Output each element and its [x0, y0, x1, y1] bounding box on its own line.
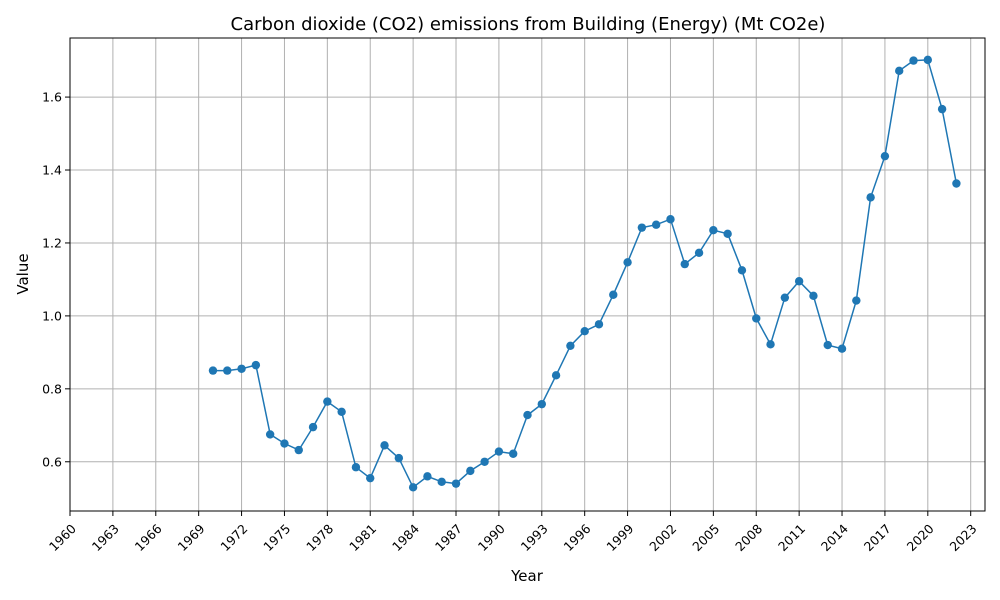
- data-point: [337, 407, 346, 417]
- data-point: [223, 366, 232, 375]
- data-point: [566, 341, 575, 350]
- y-tick-label: 1.2: [42, 235, 62, 250]
- data-point: [594, 320, 604, 329]
- data-point: [380, 441, 389, 450]
- data-point: [237, 364, 246, 373]
- data-point: [208, 366, 218, 375]
- data-point: [523, 410, 532, 420]
- data-point: [895, 66, 904, 76]
- data-point: [308, 422, 318, 432]
- x-axis-label: Year: [510, 567, 544, 585]
- data-points: [208, 55, 961, 492]
- x-tick-label: 2020: [904, 521, 937, 554]
- data-point: [623, 258, 632, 267]
- x-axis-ticks: 1960 1963 1966 1969 1972 1975 1978 1981 1984 1987…: [46, 511, 980, 554]
- x-tick-label: 1984: [389, 521, 422, 554]
- chart-title: Carbon dioxide (CO2) emissions from Buil…: [231, 14, 826, 35]
- data-point: [394, 453, 404, 463]
- y-axis-label: Value: [14, 253, 32, 294]
- y-tick-label: 1.4: [42, 163, 62, 178]
- data-point: [752, 314, 761, 323]
- x-tick-label: 2005: [689, 521, 722, 554]
- x-tick-label: 2014: [818, 521, 851, 554]
- data-point: [737, 266, 747, 275]
- data-point: [651, 220, 661, 229]
- data-point: [823, 340, 832, 350]
- data-point: [937, 104, 947, 114]
- x-tick-label: 1996: [561, 521, 594, 554]
- data-point: [809, 291, 818, 301]
- x-tick-label: 1960: [46, 521, 79, 554]
- data-point: [866, 193, 875, 202]
- data-point: [666, 215, 675, 224]
- data-point: [723, 229, 732, 239]
- data-point: [537, 399, 546, 409]
- data-point: [509, 449, 518, 458]
- y-tick-label: 0.6: [42, 454, 62, 469]
- y-tick-label: 1.0: [42, 308, 62, 323]
- plot-frame: [69, 37, 986, 512]
- data-point: [852, 296, 861, 305]
- data-point: [680, 259, 689, 269]
- data-point: [494, 447, 504, 456]
- x-tick-label: 1993: [518, 521, 551, 554]
- x-tick-label: 1969: [175, 521, 208, 554]
- grid: [69, 38, 985, 511]
- data-point: [880, 151, 890, 161]
- data-point: [423, 472, 432, 481]
- x-tick-label: 1978: [303, 521, 336, 554]
- x-tick-label: 2002: [646, 521, 679, 554]
- x-tick-label: 1966: [132, 521, 165, 554]
- data-point: [837, 344, 847, 353]
- data-point: [551, 371, 561, 380]
- data-point: [323, 397, 332, 406]
- y-axis-ticks: 0.6 0.8 1.0 1.2 1.4 1.6: [42, 90, 70, 469]
- data-point: [909, 56, 918, 65]
- data-point: [366, 473, 375, 483]
- data-point: [794, 277, 804, 286]
- x-tick-label: 1981: [346, 521, 379, 554]
- y-tick-label: 1.6: [42, 90, 62, 105]
- y-tick-label: 0.8: [42, 381, 62, 396]
- x-tick-label: 2017: [861, 521, 894, 554]
- data-point: [694, 248, 704, 258]
- data-point: [280, 439, 289, 448]
- data-point: [351, 463, 361, 472]
- data-point: [637, 223, 647, 232]
- x-tick-label: 2011: [775, 521, 808, 554]
- data-point: [480, 457, 489, 466]
- x-tick-label: 1987: [432, 521, 465, 554]
- x-tick-label: 1999: [603, 521, 636, 554]
- x-tick-label: 1975: [260, 521, 293, 554]
- data-point: [408, 483, 418, 492]
- data-point: [709, 225, 718, 235]
- data-point: [609, 290, 618, 299]
- data-point: [952, 179, 961, 188]
- data-point: [780, 293, 790, 302]
- x-tick-label: 2008: [732, 521, 765, 554]
- data-point: [466, 466, 475, 476]
- data-point: [766, 340, 775, 349]
- data-point: [923, 55, 933, 65]
- x-tick-label: 2023: [947, 521, 980, 554]
- x-tick-label: 1972: [217, 521, 250, 554]
- x-tick-label: 1963: [89, 521, 122, 554]
- x-tick-label: 1990: [475, 521, 508, 554]
- data-point: [265, 430, 275, 439]
- data-point: [294, 445, 303, 455]
- data-point: [437, 477, 446, 487]
- data-point: [580, 327, 589, 336]
- data-point: [451, 479, 461, 488]
- data-point: [251, 360, 261, 370]
